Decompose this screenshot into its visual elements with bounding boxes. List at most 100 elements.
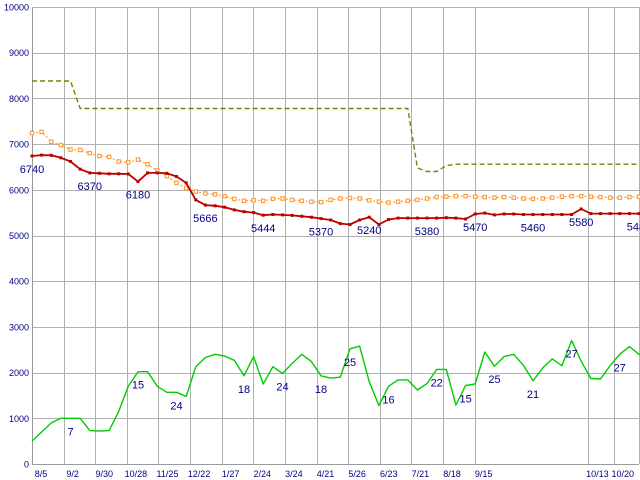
marker-red-main (309, 215, 313, 219)
marker-orange-upper-band (193, 189, 199, 194)
marker-red-main (300, 214, 304, 218)
marker-orange-upper-band (97, 153, 102, 159)
marker-orange-upper-band (501, 194, 507, 200)
data-label-green-volume-15: 15 (459, 393, 471, 405)
data-label-red-main-5370: 5370 (309, 227, 333, 239)
marker-orange-upper-band (232, 196, 237, 202)
marker-red-main (454, 216, 458, 220)
marker-orange-upper-band (29, 130, 35, 136)
marker-red-main (329, 218, 333, 222)
marker-red-main (97, 171, 101, 175)
data-label-green-volume-21: 21 (527, 389, 539, 401)
marker-red-main (608, 212, 612, 216)
x-tick-8-18: 8/18 (443, 469, 461, 479)
data-series (29, 80, 640, 442)
marker-red-main (531, 213, 535, 216)
y-tick-3000: 3000 (9, 322, 29, 332)
y-tick-10000: 10000 (4, 3, 29, 13)
marker-orange-upper-band (395, 199, 401, 204)
marker-orange-upper-band (87, 150, 93, 156)
marker-orange-upper-band (472, 194, 478, 199)
marker-orange-upper-band (386, 200, 391, 205)
x-tick-4-21: 4/21 (317, 469, 335, 479)
marker-red-main (290, 213, 294, 217)
x-tick-11-25: 11/25 (157, 469, 179, 479)
marker-red-main (493, 213, 496, 217)
marker-orange-upper-band (203, 191, 208, 196)
marker-red-main (155, 171, 159, 175)
marker-orange-upper-band (405, 198, 411, 204)
data-label-green-volume-24: 24 (276, 382, 288, 394)
marker-red-main (618, 212, 622, 216)
data-label-red-main-5480: 5480 (627, 222, 640, 234)
data-label-green-volume-25: 25 (344, 357, 356, 369)
grid-lines (32, 7, 640, 465)
marker-red-main (319, 217, 323, 221)
marker-red-main (261, 213, 265, 217)
data-label-green-volume-18: 18 (238, 384, 250, 396)
marker-orange-upper-band (511, 195, 516, 200)
marker-orange-upper-band (434, 194, 439, 200)
data-label-green-volume-25: 25 (488, 374, 500, 386)
marker-orange-upper-band (617, 195, 622, 200)
marker-orange-upper-band (183, 186, 189, 191)
marker-red-main (194, 198, 198, 202)
y-tick-4000: 4000 (9, 277, 29, 287)
y-tick-1000: 1000 (9, 414, 29, 424)
data-label-green-volume-15: 15 (132, 380, 144, 392)
marker-red-main (203, 203, 207, 207)
y-tick-5000: 5000 (9, 231, 29, 241)
marker-orange-upper-band (289, 197, 295, 203)
x-tick-9-30: 9/30 (95, 469, 113, 479)
marker-red-main (30, 154, 34, 158)
marker-orange-upper-band (338, 196, 343, 201)
marker-orange-upper-band (49, 139, 54, 145)
marker-orange-upper-band (588, 194, 594, 199)
data-label-red-main-5380: 5380 (415, 226, 439, 238)
marker-orange-upper-band (366, 198, 372, 203)
marker-orange-upper-band (607, 195, 613, 200)
data-label-green-volume-27: 27 (614, 362, 626, 374)
data-label-red-main-6180: 6180 (126, 190, 150, 202)
marker-red-main (40, 153, 44, 157)
marker-orange-upper-band (270, 196, 276, 202)
marker-red-main (502, 212, 506, 216)
marker-orange-upper-band (251, 198, 256, 203)
y-tick-7000: 7000 (9, 140, 29, 150)
marker-red-main (136, 180, 140, 184)
x-tick-1-27: 1/27 (222, 469, 240, 479)
x-tick-5-26: 5/26 (348, 469, 366, 479)
marker-red-main (232, 208, 236, 212)
data-label-green-volume-22: 22 (431, 377, 443, 389)
marker-orange-upper-band (299, 198, 305, 204)
data-label-red-main-6740: 6740 (20, 164, 44, 176)
marker-red-main (117, 172, 121, 176)
marker-orange-upper-band (328, 197, 333, 203)
x-tick-2-24: 2/24 (254, 469, 272, 479)
data-label-green-volume-27: 27 (565, 349, 577, 361)
marker-red-main (464, 217, 468, 221)
marker-orange-upper-band (280, 196, 285, 201)
marker-orange-upper-band (424, 196, 430, 201)
marker-red-main (435, 216, 439, 220)
marker-red-main (599, 212, 602, 216)
marker-red-main (252, 211, 256, 215)
marker-red-main (387, 218, 390, 221)
marker-red-main (88, 171, 92, 175)
x-tick-3-24: 3/24 (285, 469, 303, 479)
marker-orange-upper-band (58, 142, 64, 148)
series-olive-step-upper (32, 80, 639, 173)
marker-red-main (550, 213, 554, 216)
marker-orange-upper-band (309, 199, 314, 204)
marker-red-main (406, 216, 410, 220)
marker-red-main (415, 216, 419, 220)
marker-orange-upper-band (415, 197, 420, 203)
marker-orange-upper-band (482, 194, 488, 200)
marker-red-main (358, 218, 362, 222)
marker-orange-upper-band (126, 160, 131, 165)
marker-orange-upper-band (559, 194, 565, 199)
data-label-red-main-5444: 5444 (251, 223, 275, 235)
marker-red-main (512, 212, 516, 216)
marker-orange-upper-band (116, 159, 121, 164)
